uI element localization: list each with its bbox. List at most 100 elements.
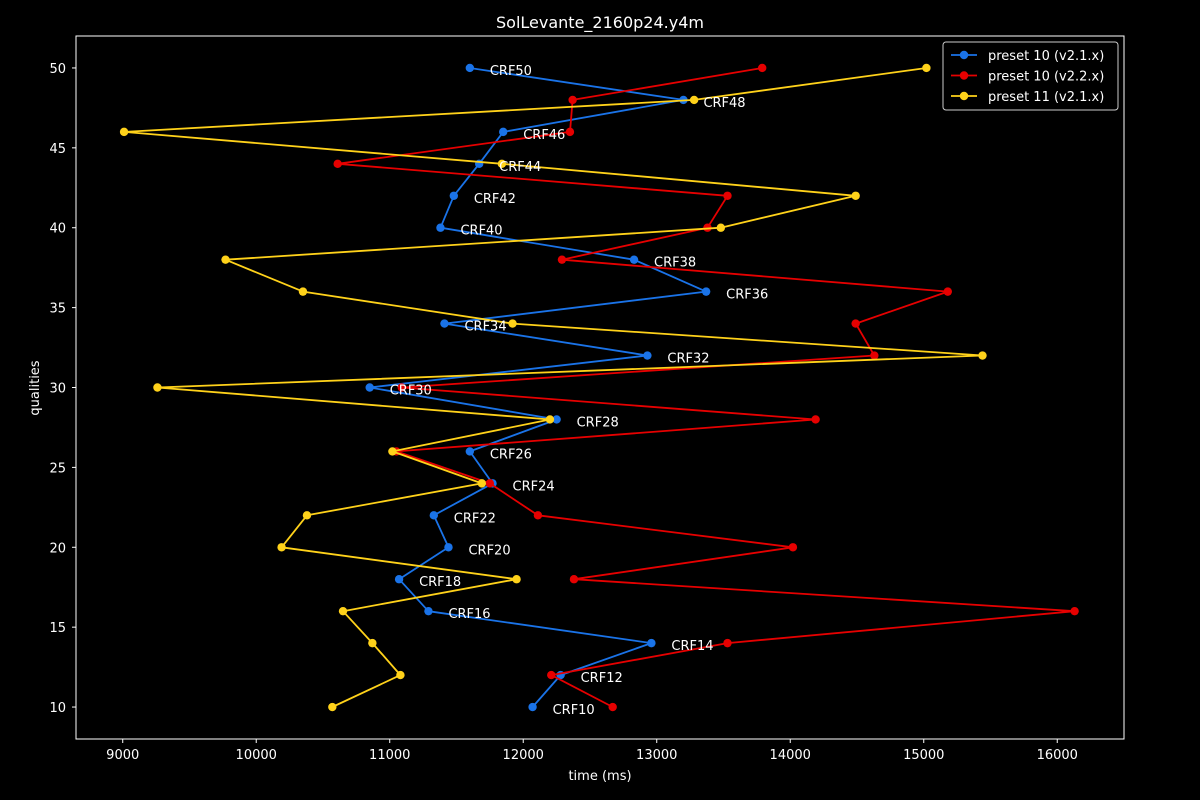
series-2-point (870, 351, 879, 360)
series-3-point (545, 415, 555, 424)
x-tick-label: 16000 (1037, 748, 1078, 763)
legend-swatch-marker (959, 91, 969, 101)
series-3-point (512, 575, 521, 584)
crf-point-label: CRF36 (726, 288, 768, 303)
series-1-point (394, 575, 404, 584)
x-tick-label: 13000 (636, 748, 677, 763)
crf-point-label: CRF14 (671, 639, 713, 654)
series-3-point (716, 223, 726, 232)
y-tick-label: 35 (49, 302, 66, 317)
series-3-point (388, 447, 397, 456)
crf-point-label: CRF50 (490, 64, 532, 79)
axis-layer: 9000 10000 11000 12000 13000 14000 15000 16000 1… (49, 62, 1077, 763)
series-2-point (723, 638, 732, 648)
series-3-point (497, 159, 507, 169)
x-tick-label: 11000 (369, 748, 410, 763)
y-tick-label: 15 (49, 621, 66, 636)
y-tick-label: 20 (49, 541, 66, 556)
series-2-point (533, 511, 543, 520)
series-2-point (333, 159, 342, 169)
series-3-point (508, 319, 517, 328)
series-3-point (298, 287, 308, 296)
crf-point-label: CRF12 (581, 671, 623, 686)
series-2-point (397, 383, 406, 392)
y-tick-label: 50 (49, 62, 66, 77)
legend-entry-label: preset 10 (v2.2.x) (988, 70, 1104, 85)
series-1-point (440, 319, 449, 328)
point-label-layer: CRF50 CRF48 CRF46 CRF44 CRF42 CRF40 CRF38 CRF36… (390, 64, 769, 718)
crf-point-label: CRF30 (390, 384, 432, 399)
crf-point-label: CRF22 (454, 511, 496, 526)
series-3-point (368, 638, 377, 648)
legend-entry-label: preset 11 (v2.1.x) (988, 90, 1104, 105)
x-tick-label: 14000 (770, 748, 811, 763)
series-2-point (788, 543, 798, 552)
series-3-point (221, 255, 230, 264)
series-1-point (499, 127, 508, 137)
y-tick-label: 45 (49, 142, 66, 157)
series-2-point (1070, 606, 1079, 616)
series-3-point (119, 127, 129, 137)
series-3-point (396, 670, 405, 680)
series-3-point (153, 383, 162, 392)
legend-box (942, 41, 1119, 111)
series-1-point (449, 191, 459, 200)
series-2-point (943, 287, 952, 296)
crf-point-label: CRF26 (490, 447, 532, 462)
series-1-point (424, 606, 433, 616)
series-2-point (568, 95, 577, 105)
series-1-point (465, 63, 475, 73)
y-tick-label: 30 (49, 382, 66, 397)
series-3-point (851, 191, 860, 200)
series-1-point (429, 511, 438, 520)
series-1-point (701, 287, 711, 296)
legend-entry-label: preset 10 (v2.1.x) (988, 49, 1104, 64)
series-1-point (528, 702, 537, 712)
x-tick-label: 10000 (236, 748, 277, 763)
legend-swatch-marker (959, 50, 969, 60)
series-3-point (978, 351, 987, 360)
legend: preset 10 (v2.1.x) preset 10 (v2.2.x) pres… (942, 41, 1119, 111)
crf-point-label: CRF40 (460, 224, 502, 239)
crf-point-label: CRF20 (468, 543, 510, 558)
series-1-point (552, 415, 561, 424)
series-3-point (277, 543, 286, 552)
series-layer (119, 63, 1079, 712)
series-2-point (851, 319, 860, 328)
series-2-point (723, 191, 732, 200)
series-2-point (557, 255, 567, 264)
series-1-point (436, 223, 445, 232)
legend-swatch-marker (959, 71, 969, 80)
crf-point-label: CRF34 (464, 320, 506, 335)
crf-point-label: CRF16 (448, 607, 490, 622)
x-tick-label: 9000 (106, 748, 139, 763)
series-1-point (629, 255, 639, 264)
chart-title: SolLevante_2160p24.y4m (496, 13, 704, 33)
crf-point-label: CRF44 (499, 160, 541, 175)
y-axis-label: qualities (28, 360, 43, 415)
series-3-point (302, 511, 312, 520)
x-tick-label: 15000 (903, 748, 944, 763)
series-3-point (689, 95, 699, 105)
series-1-point (643, 351, 652, 360)
series-1-point (465, 447, 475, 456)
x-axis-label: time (ms) (568, 769, 631, 784)
series-1-point (365, 383, 374, 392)
series-2-point (569, 575, 579, 584)
crf-point-label: CRF32 (667, 352, 709, 367)
series-3-point (922, 63, 931, 73)
y-tick-label: 10 (49, 701, 66, 716)
series-2-point (758, 63, 767, 73)
x-tick-label: 12000 (503, 748, 544, 763)
crf-point-label: CRF28 (577, 415, 619, 430)
crf-point-label: CRF10 (553, 703, 595, 718)
crf-point-label: CRF48 (703, 96, 745, 111)
crf-point-label: CRF24 (513, 479, 555, 494)
series-1-point (444, 543, 453, 552)
y-tick-label: 25 (49, 461, 66, 476)
crf-point-label: CRF18 (419, 575, 461, 590)
crf-point-label: CRF38 (654, 256, 696, 271)
series-2-point (565, 127, 575, 137)
